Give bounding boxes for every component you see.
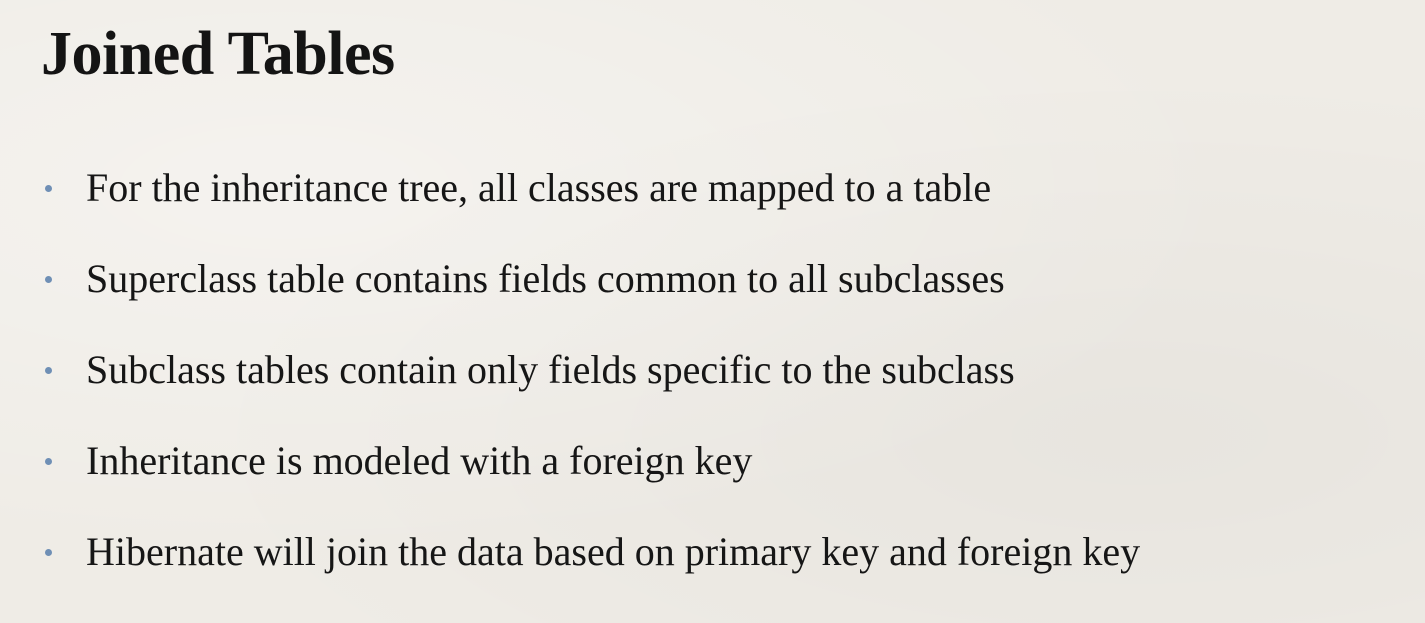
bullet-item: Subclass tables contain only fields spec… (0, 340, 1425, 400)
bullet-text: For the inheritance tree, all classes ar… (86, 165, 992, 210)
bullet-dot-icon (45, 276, 52, 283)
bullet-dot-icon (45, 367, 52, 374)
bullet-item: Inheritance is modeled with a foreign ke… (0, 431, 1425, 491)
bullet-text: Inheritance is modeled with a foreign ke… (86, 438, 753, 483)
bullet-item: Hibernate will join the data based on pr… (0, 522, 1425, 582)
bullet-item: Superclass table contains fields common … (0, 249, 1425, 309)
bullet-dot-icon (45, 185, 52, 192)
slide-title: Joined Tables (41, 20, 395, 88)
bullet-dot-icon (45, 549, 52, 556)
bullet-item: For the inheritance tree, all classes ar… (0, 158, 1425, 218)
bullet-dot-icon (45, 458, 52, 465)
bullet-text: Superclass table contains fields common … (86, 256, 1005, 301)
bullet-text: Hibernate will join the data based on pr… (86, 529, 1141, 574)
bullet-text: Subclass tables contain only fields spec… (86, 347, 1015, 392)
